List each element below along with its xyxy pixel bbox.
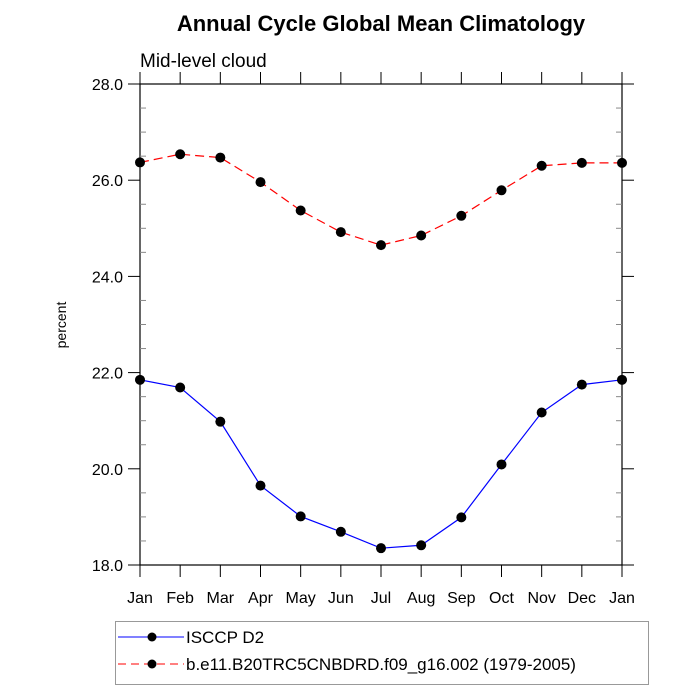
data-point <box>536 407 547 418</box>
x-tick-label: Jan <box>609 590 635 607</box>
data-point <box>175 149 186 160</box>
legend-item-model: b.e11.B20TRC5CNBDRD.f09_g16.002 (1979-20… <box>118 655 576 674</box>
data-point <box>215 416 226 427</box>
x-tick-label: Dec <box>568 590 596 607</box>
y-tick-label: 18.0 <box>92 558 123 575</box>
x-tick-label: Jun <box>328 590 354 607</box>
y-tick-labels: 18.0 20.0 22.0 24.0 26.0 28.0 <box>92 77 123 575</box>
y-tick-label: 20.0 <box>92 462 123 479</box>
legend-box <box>115 621 649 685</box>
data-point <box>416 230 427 241</box>
data-point <box>376 240 386 251</box>
data-point <box>536 160 547 171</box>
legend-marker-model <box>147 659 157 669</box>
x-tick-label: Aug <box>407 590 435 607</box>
data-point <box>175 382 186 393</box>
data-point <box>456 512 467 523</box>
data-point <box>295 205 306 216</box>
legend-marker-isccp <box>147 632 157 642</box>
y-tick-label: 28.0 <box>92 77 123 94</box>
y-tick-label: 26.0 <box>92 173 123 190</box>
data-point <box>576 157 587 168</box>
data-point <box>416 540 427 551</box>
legend: ISCCP D2 b.e11.B20TRC5CNBDRD.f09_g16.002… <box>115 621 649 685</box>
x-tick-label: Nov <box>527 590 555 607</box>
data-point <box>255 480 266 491</box>
data-point <box>456 210 467 221</box>
legend-label-isccp: ISCCP D2 <box>186 628 264 647</box>
data-point <box>335 526 346 537</box>
series-layer <box>135 149 627 554</box>
plot-frame <box>139 83 623 566</box>
x-tick-labels: Jan Feb Mar Apr May Jun Jul Aug Sep Oct Nov Dec Jan <box>127 590 635 607</box>
chart-title: Annual Cycle Global Mean Climatology <box>177 11 586 36</box>
x-tick-label: Jan <box>127 590 153 607</box>
chart-subtitle: Mid-level cloud <box>140 51 267 72</box>
x-tick-label: Mar <box>207 590 235 607</box>
plot-axes <box>128 72 634 577</box>
data-point <box>496 459 507 470</box>
x-tick-label: Sep <box>447 590 476 607</box>
x-tick-label: Jul <box>371 590 391 607</box>
data-point <box>617 157 627 168</box>
data-point <box>255 177 266 188</box>
series-line <box>139 379 623 549</box>
data-point <box>295 511 306 522</box>
y-tick-label: 24.0 <box>92 269 123 286</box>
series-1 <box>135 149 627 251</box>
y-tick-label: 22.0 <box>92 366 123 383</box>
data-point <box>215 152 226 163</box>
x-tick-label: Apr <box>248 590 274 607</box>
x-tick-label: Oct <box>489 590 514 607</box>
series-0 <box>135 374 627 554</box>
x-tick-label: May <box>286 590 316 607</box>
data-point <box>135 157 145 168</box>
x-tick-label: Feb <box>166 590 194 607</box>
data-point <box>335 227 346 238</box>
legend-label-model: b.e11.B20TRC5CNBDRD.f09_g16.002 (1979-20… <box>186 655 576 674</box>
data-point <box>496 185 507 196</box>
data-point <box>135 374 145 385</box>
legend-item-isccp: ISCCP D2 <box>118 628 264 647</box>
data-point <box>376 543 386 554</box>
y-axis-label: percent <box>53 302 69 349</box>
data-point <box>617 374 627 385</box>
data-point <box>576 379 587 390</box>
series-line <box>139 153 622 246</box>
